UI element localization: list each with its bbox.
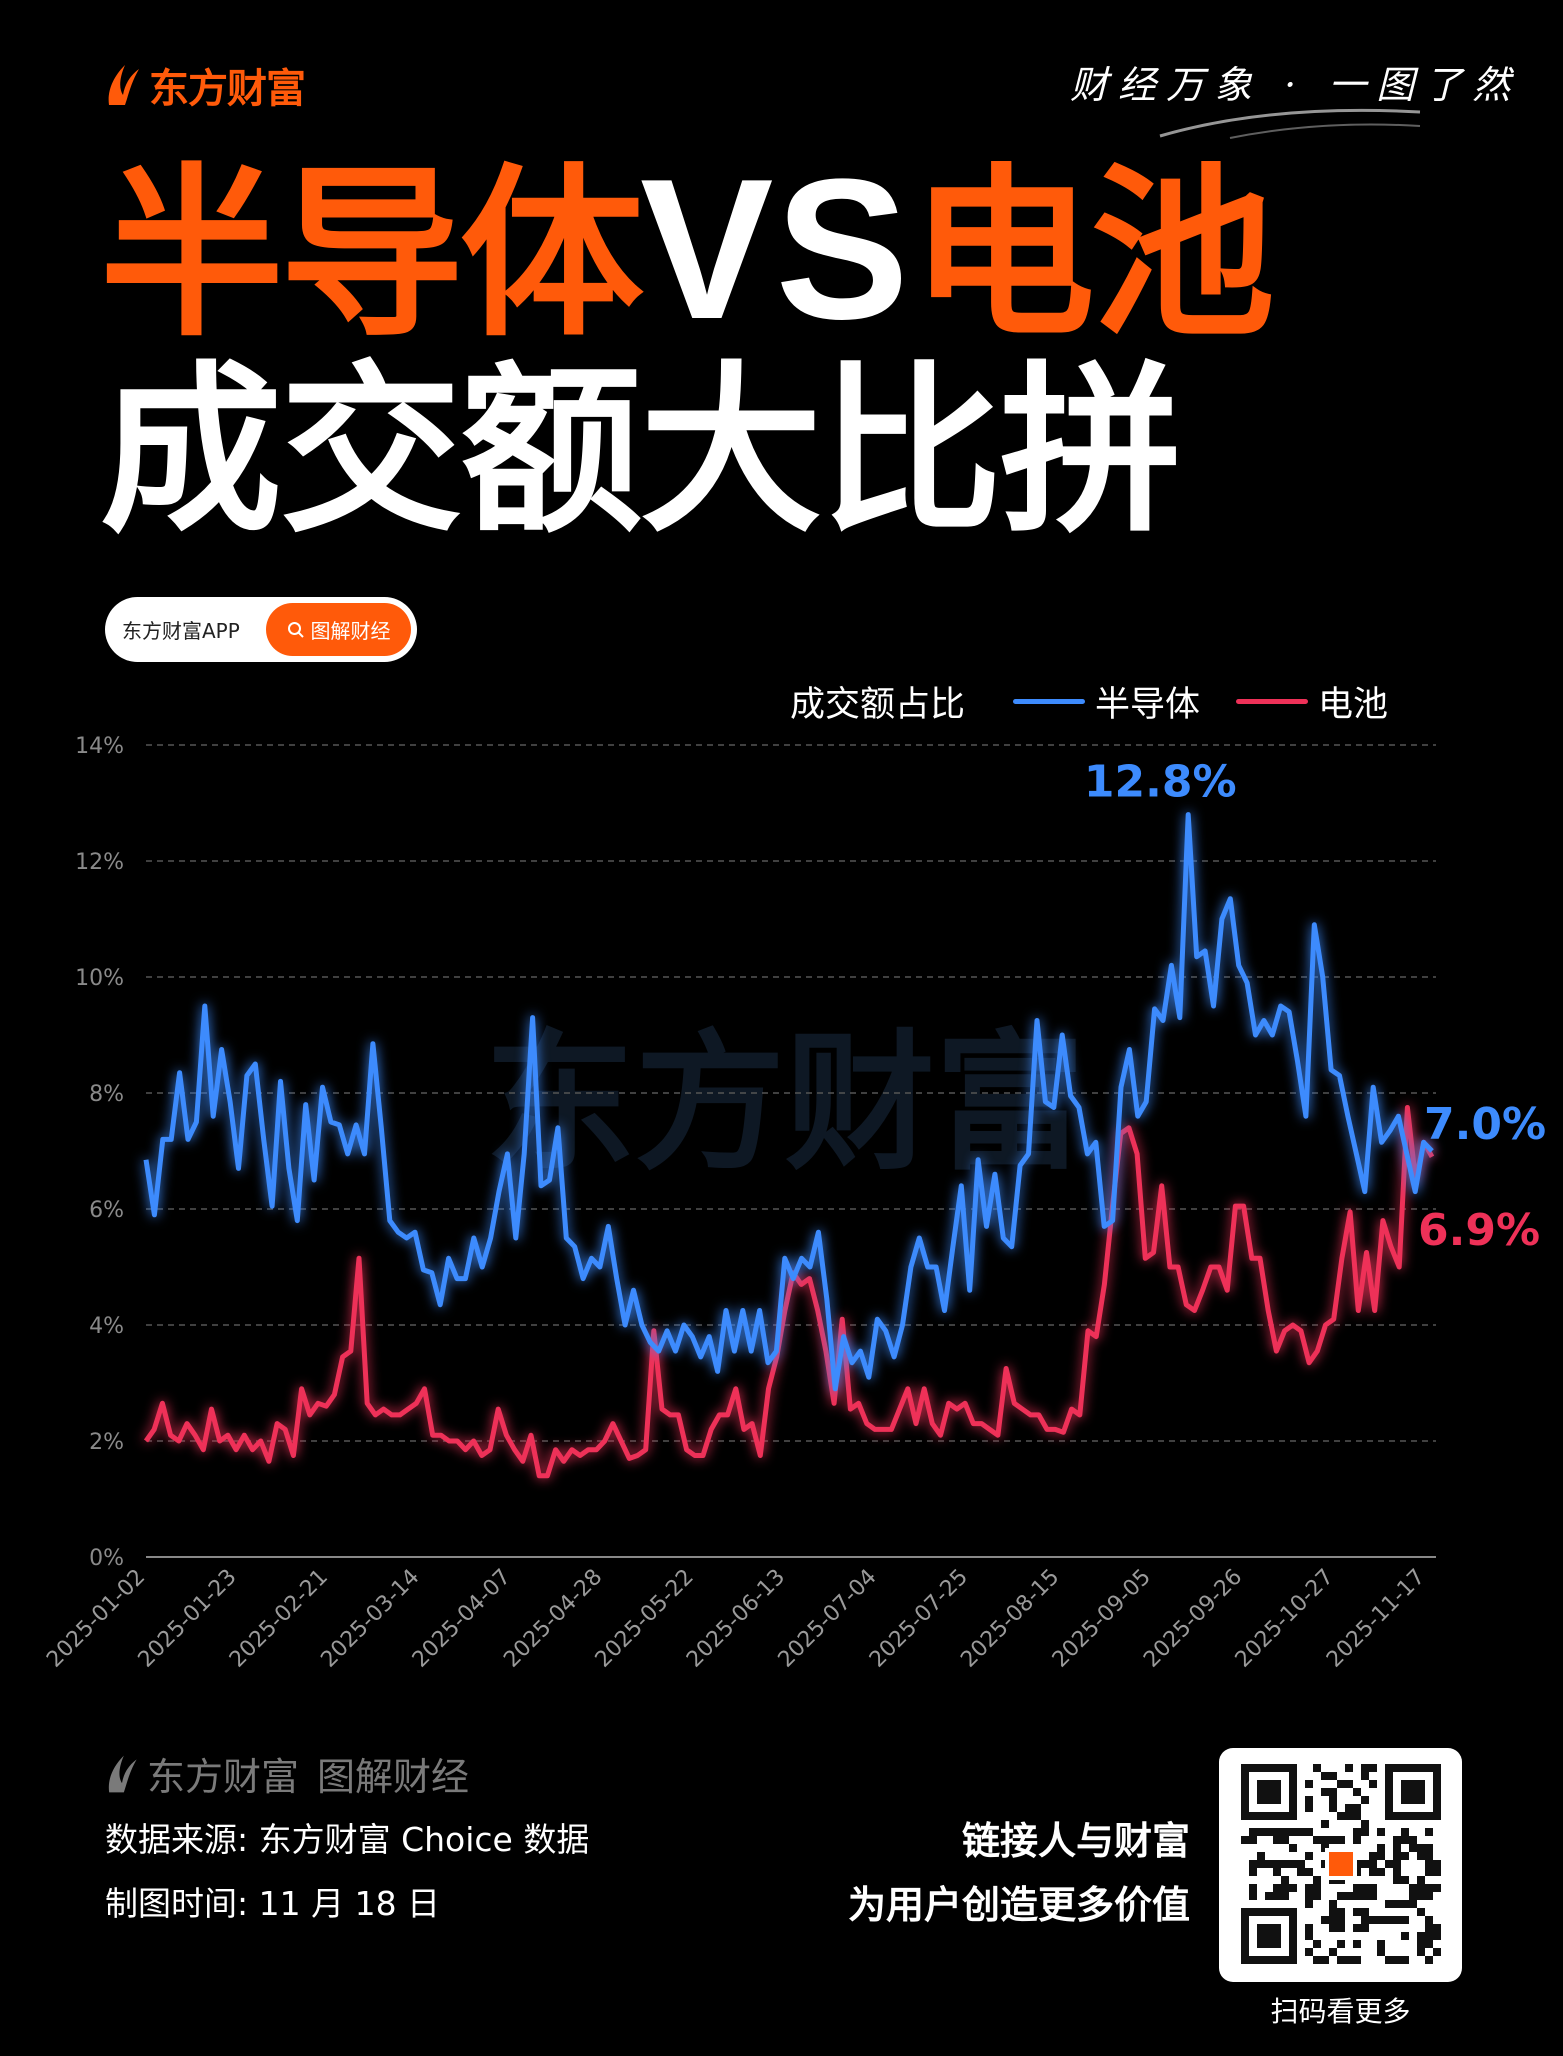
y-tick-label: 10%	[75, 966, 124, 991]
legend-swatch-semiconductor	[1013, 699, 1086, 704]
flame-logo-icon	[108, 1755, 137, 1792]
tagline-2: 为用户创造更多价值	[847, 1883, 1190, 1927]
x-tick-label: 2025-11-17	[1322, 1565, 1430, 1673]
main-title: 半导体VS电池	[100, 150, 1275, 350]
y-tick-label: 2%	[89, 1430, 124, 1455]
swoosh-decoration	[1159, 108, 1421, 139]
subtitle: 成交额大比拼	[100, 345, 1182, 557]
title-battery: 电池	[910, 148, 1275, 362]
search-icon	[287, 621, 304, 638]
y-tick-label: 6%	[89, 1198, 124, 1223]
brand-name: 东方财富	[149, 66, 306, 112]
y-tick-label: 0%	[89, 1546, 124, 1571]
y-tick-label: 14%	[75, 734, 124, 759]
search-button[interactable]: 图解财经	[266, 603, 411, 656]
tagline-1: 链接人与财富	[961, 1819, 1190, 1863]
annotation-end-semiconductor: 7.0%	[1424, 1099, 1546, 1150]
y-tick-label: 4%	[89, 1314, 124, 1339]
footer-brand: 东方财富 图解财经	[105, 1746, 469, 1801]
footer-brand-name: 东方财富	[147, 1755, 300, 1799]
legend-swatch-battery	[1236, 699, 1309, 704]
qr-caption: 扫码看更多	[1270, 1995, 1411, 2028]
search-label: 图解财经	[310, 619, 391, 643]
series-line-battery	[143, 1105, 1435, 1479]
brand-logo: 东方财富	[105, 56, 306, 114]
qr-code[interactable]	[1219, 1748, 1462, 1982]
qr-code-pattern	[1241, 1764, 1441, 1964]
flame-logo-icon	[108, 65, 139, 105]
chart-date: 制图时间: 11 月 18 日	[105, 1884, 441, 1923]
legend-label-battery: 电池	[1318, 685, 1389, 725]
legend-title: 成交额占比	[790, 685, 966, 725]
line-chart: 东方财富0%2%4%6%8%10%12%14%2025-01-022025-01…	[42, 734, 1546, 1673]
title-vs: VS	[640, 138, 911, 361]
annotation-end-battery: 6.9%	[1418, 1205, 1540, 1256]
search-pill[interactable]: 东方财富APP 图解财经	[105, 597, 417, 662]
annotation-peak-semiconductor: 12.8%	[1084, 757, 1237, 808]
y-tick-label: 8%	[89, 1082, 124, 1107]
title-semiconductor: 半导体	[100, 148, 644, 362]
watermark: 东方财富	[485, 1017, 1085, 1191]
series-line-semiconductor	[143, 812, 1434, 1392]
y-tick-label: 12%	[75, 850, 124, 875]
data-source: 数据来源: 东方财富 Choice 数据	[105, 1820, 590, 1859]
chart-legend: 成交额占比 半导体 电池	[790, 676, 1388, 727]
footer-brand-sub: 图解财经	[317, 1755, 470, 1799]
legend-label-semiconductor: 半导体	[1095, 685, 1201, 725]
slogan: 财经万象 · 一图了然	[1070, 63, 1521, 107]
app-name: 东方财富APP	[122, 619, 240, 643]
